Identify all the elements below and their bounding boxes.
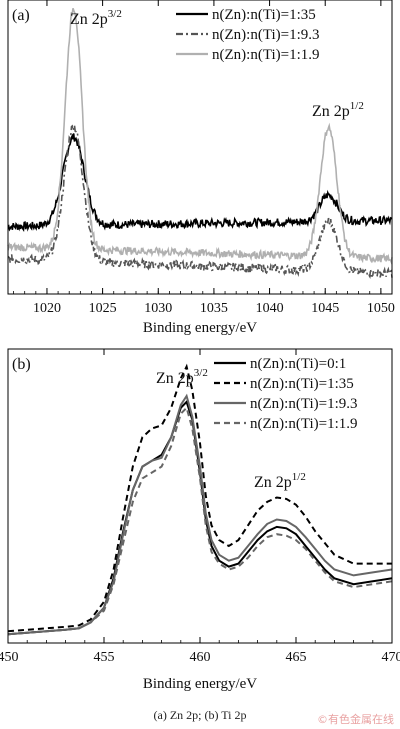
legend-label: n(Zn):n(Ti)=1:9.3 [212,27,320,43]
x-tick-label: 1025 [89,301,117,316]
x-tick-label: 465 [286,650,307,665]
x-tick-label: 1035 [200,301,228,316]
x-tick-label: 1030 [144,301,172,316]
series-line-2 [7,124,393,279]
legend-label: n(Zn):n(Ti)=1:1.9 [250,416,358,432]
watermark: ©有色金属在线 [317,713,394,726]
legend-label: n(Zn):n(Ti)=1:35 [250,376,354,392]
x-tick-label: 1020 [33,301,61,316]
peak-annotation: Zn 2p3/2 [70,8,122,28]
x-tick-label: 1050 [367,301,395,316]
series-line-3 [7,7,393,266]
legend-label: n(Zn):n(Ti)=1:9.3 [250,396,358,412]
peak-annotation: Zn 2p3/2 [156,367,208,387]
x-axis-label: Binding energy/eV [143,320,257,336]
legend-label: n(Zn):n(Ti)=1:35 [212,7,316,23]
plot-frame [7,348,393,644]
panel-b: 450 455 460 465 470 Binding energy/eV (b) n(Zn)… [0,348,400,692]
panel-label: (b) [12,356,31,373]
x-tick-label: 450 [0,650,19,665]
x-tick-label: 470 [382,650,400,665]
x-tick-label: 1045 [311,301,339,316]
peak-annotation: Zn 2p1/2 [254,471,306,491]
series-line-1 [7,133,393,233]
figure-caption: (a) Zn 2p; (b) Ti 2p [153,708,247,722]
x-tick-label: 455 [94,650,115,665]
x-axis-label: Binding energy/eV [143,676,257,692]
peak-annotation: Zn 2p1/2 [312,100,364,120]
series-line-3 [7,393,393,636]
series-line-4 [7,405,393,636]
x-tick-label: 460 [190,650,211,665]
panel-label: (a) [12,7,30,24]
series-line-2 [7,363,392,633]
plot-frame [7,0,393,295]
figure: 1020 1025 1030 1035 1040 1045 1050 Binding ener… [0,0,400,692]
x-tick-label: 1040 [256,301,284,316]
legend-label: n(Zn):n(Ti)=0:1 [250,356,346,372]
panel-a: 1020 1025 1030 1035 1040 1045 1050 Binding ener… [7,0,395,336]
legend-label: n(Zn):n(Ti)=1:1.9 [212,47,320,63]
